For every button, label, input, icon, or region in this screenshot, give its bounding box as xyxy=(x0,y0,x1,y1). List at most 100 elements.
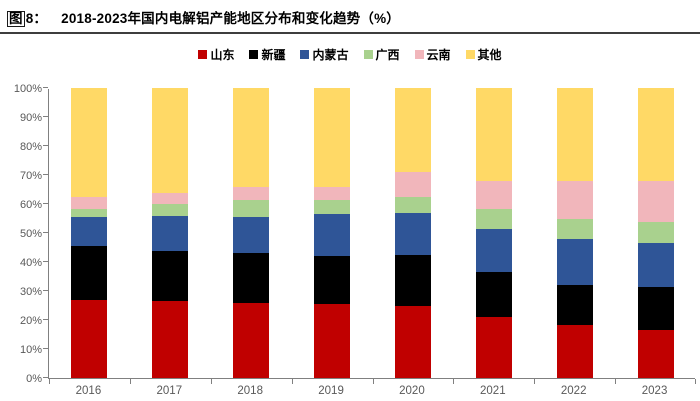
bar-segment-2023-内蒙古 xyxy=(637,243,674,287)
bar-segment-2022-广西 xyxy=(556,218,593,239)
bar-segment-2020-云南 xyxy=(394,172,431,197)
figure-caption: 图 8： 2018-2023年国内电解铝产能地区分布和变化趋势（%） xyxy=(0,0,700,32)
bar-segment-2020-新疆 xyxy=(394,254,431,306)
bar-segment-2016-云南 xyxy=(71,196,108,209)
x-tick-mark xyxy=(695,379,696,385)
bar-segment-2018-云南 xyxy=(233,186,270,200)
x-tick-label: 2019 xyxy=(318,385,344,398)
y-tick-mark xyxy=(43,348,48,350)
y-tick-label: 100% xyxy=(13,83,42,96)
x-tick-mark xyxy=(210,379,212,385)
y-tick-label: 80% xyxy=(19,141,42,154)
bar-segment-2022-山东 xyxy=(556,324,593,379)
legend-label: 云南 xyxy=(426,48,451,63)
x-tick-mark xyxy=(291,379,293,385)
y-tick-mark xyxy=(43,87,48,89)
bar-segment-2017-山东 xyxy=(152,301,189,379)
y-axis-labels: 0% 10% 20% 30% 40% 50% 60% 70% 80% 90% 100% xyxy=(0,83,42,385)
legend-swatch-icon xyxy=(465,50,475,60)
bar-segment-2023-其他 xyxy=(637,88,674,181)
bar-segment-2021-广西 xyxy=(475,208,512,229)
bar-segment-2017-新疆 xyxy=(152,250,189,302)
x-tick-label: 2023 xyxy=(641,385,668,398)
bar-segment-2016-广西 xyxy=(71,208,108,218)
bar-segment-2019-云南 xyxy=(314,186,351,200)
legend-item-山东: 山东 xyxy=(198,46,234,63)
bar-segment-2019-广西 xyxy=(314,199,351,215)
legend-item-云南: 云南 xyxy=(414,46,451,63)
bar-segment-2020-广西 xyxy=(394,196,431,213)
bar-segment-2017-云南 xyxy=(152,192,189,205)
legend-swatch-icon xyxy=(198,50,208,60)
bar-segment-2018-新疆 xyxy=(233,253,270,303)
bar-segment-2017-内蒙古 xyxy=(152,215,189,251)
bar-segment-2022-内蒙古 xyxy=(556,238,593,286)
x-tick-label: 2018 xyxy=(237,385,263,398)
y-tick-label: 10% xyxy=(19,344,42,357)
legend-swatch-icon xyxy=(414,50,424,60)
bar-segment-2018-广西 xyxy=(233,199,270,218)
legend-label: 广西 xyxy=(375,48,400,63)
x-tick-label: 2020 xyxy=(399,385,425,398)
y-tick-mark xyxy=(43,261,48,263)
bar-segment-2021-内蒙古 xyxy=(475,228,512,273)
y-tick-mark xyxy=(43,290,48,292)
caption-divider xyxy=(0,32,700,35)
y-tick-mark xyxy=(43,377,48,379)
y-tick-label: 30% xyxy=(19,286,42,299)
y-tick-mark xyxy=(43,145,48,147)
bar-segment-2019-山东 xyxy=(314,304,351,379)
bar-segment-2020-山东 xyxy=(394,305,431,379)
legend-label: 内蒙古 xyxy=(312,48,349,63)
x-tick-mark xyxy=(372,379,374,385)
bar-segment-2023-山东 xyxy=(637,330,674,379)
x-tick-label: 2021 xyxy=(480,385,506,398)
y-tick-mark xyxy=(43,232,48,234)
y-tick-mark xyxy=(43,203,48,205)
bar-segment-2018-山东 xyxy=(233,302,270,379)
figure-number: 8： xyxy=(25,11,48,26)
bar-segment-2021-新疆 xyxy=(475,272,512,318)
y-tick-label: 0% xyxy=(26,373,42,386)
y-tick-label: 70% xyxy=(19,170,42,183)
x-tick-mark xyxy=(615,379,617,385)
bar-segment-2022-云南 xyxy=(556,180,593,219)
bar-segment-2022-新疆 xyxy=(556,285,593,325)
bar-segment-2019-内蒙古 xyxy=(314,214,351,257)
chart-legend: 山东 新疆 内蒙古 广西 云南 其他 xyxy=(0,46,700,63)
y-tick-label: 90% xyxy=(19,112,42,125)
bar-segment-2021-云南 xyxy=(475,180,512,209)
legend-swatch-icon xyxy=(249,50,259,60)
legend-label: 新疆 xyxy=(261,48,286,63)
x-tick-label: 2016 xyxy=(75,385,102,398)
y-tick-label: 50% xyxy=(19,228,42,241)
y-tick-mark xyxy=(43,319,48,321)
legend-item-内蒙古: 内蒙古 xyxy=(300,46,349,63)
figure-title: 2018-2023年国内电解铝产能地区分布和变化趋势（%） xyxy=(61,11,400,26)
y-tick-label: 20% xyxy=(19,315,42,328)
bar-segment-2018-内蒙古 xyxy=(233,217,270,254)
legend-label: 其他 xyxy=(477,48,502,63)
chart-area: 0% 10% 20% 30% 40% 50% 60% 70% 80% 90% 100% 2016 20… xyxy=(0,83,700,401)
x-tick-label: 2022 xyxy=(560,385,587,398)
y-tick-mark xyxy=(43,116,48,118)
legend-item-广西: 广西 xyxy=(363,46,400,63)
y-tick-label: 60% xyxy=(19,199,42,212)
bar-segment-2018-其他 xyxy=(233,88,270,187)
bar-segment-2016-其他 xyxy=(71,88,108,197)
bar-segment-2019-新疆 xyxy=(314,256,351,305)
bar-segment-2023-云南 xyxy=(637,180,674,222)
x-tick-label: 2017 xyxy=(156,385,183,398)
legend-swatch-icon xyxy=(363,50,373,60)
bar-segment-2021-山东 xyxy=(475,317,512,379)
y-tick-mark xyxy=(43,174,48,176)
bar-segment-2021-其他 xyxy=(475,88,512,181)
x-tick-mark xyxy=(453,379,455,385)
bar-segment-2017-其他 xyxy=(152,88,189,193)
bar-segment-2016-新疆 xyxy=(71,246,108,300)
bar-segment-2023-新疆 xyxy=(637,286,674,331)
x-tick-mark xyxy=(129,379,131,385)
bar-segment-2017-广西 xyxy=(152,204,189,216)
legend-swatch-icon xyxy=(300,50,310,60)
